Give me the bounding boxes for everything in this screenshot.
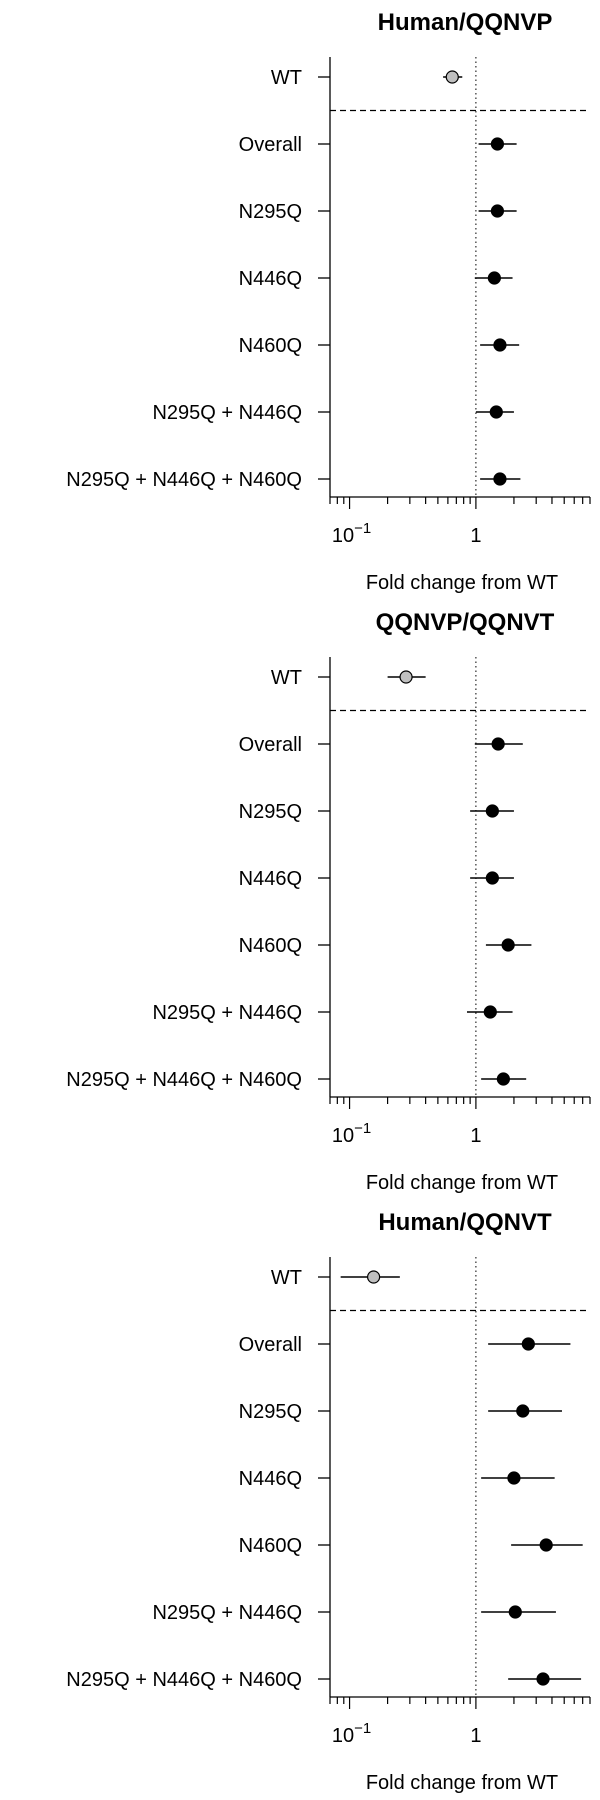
estimate-point [508,1605,522,1619]
panel-title: Human/QQNVP [378,9,553,36]
row-label: Overall [239,1334,302,1356]
estimate-point [521,1337,535,1351]
estimate-point [496,1072,510,1086]
x-axis-label: Fold change from WT [366,1772,558,1794]
row-label: N295Q [239,201,302,223]
row-label: N295Q + N446Q + N460Q [66,1069,302,1091]
estimate-point [536,1672,550,1686]
row-label: Overall [239,734,302,756]
row-label: N295Q [239,1401,302,1423]
estimate-point [485,804,499,818]
row-label: WT [271,667,302,689]
row-label: N295Q [239,801,302,823]
row-label: N295Q + N446Q [152,1002,302,1024]
row-label: N446Q [239,868,302,890]
estimate-point [501,938,515,952]
estimate-point [490,204,505,218]
wt-estimate-point [399,670,413,684]
estimate-point [487,271,501,285]
row-label: WT [271,1267,302,1289]
estimate-point [507,1471,521,1485]
row-label: N460Q [239,1535,302,1557]
row-label: N460Q [239,335,302,357]
row-label: N295Q + N446Q [152,1602,302,1624]
forest-panel-1: Human/QQNVP 10−1 1 Fold change from WT WT Ove… [66,9,591,594]
forest-panel-3: Human/QQNVT 10−1 1 Fold change from WT WT Ove… [66,1209,591,1794]
estimate-point [489,405,503,419]
x-tick-label: 10−1 [332,1120,371,1147]
row-label: Overall [239,134,302,156]
row-label: N446Q [239,1468,302,1490]
x-tick-label: 1 [470,525,481,547]
row-label: N295Q + N446Q [152,402,302,424]
row-label: WT [271,67,302,89]
estimate-point [493,338,507,352]
row-label: N295Q + N446Q + N460Q [66,1669,302,1691]
x-axis-label: Fold change from WT [366,572,558,594]
panel-title: QQNVP/QQNVT [376,609,555,636]
forest-panel-2: QQNVP/QQNVT 10−1 1 Fold change from WT WT Ove… [66,609,591,1194]
estimate-point [539,1538,553,1552]
x-tick-label: 1 [470,1125,481,1147]
row-label: N446Q [239,268,302,290]
row-label: N295Q + N446Q + N460Q [66,469,302,491]
row-label: N460Q [239,935,302,957]
estimate-point [485,871,499,885]
estimate-point [483,1005,497,1019]
x-tick-label: 1 [470,1725,481,1747]
x-tick-label: 10−1 [332,1720,371,1747]
estimate-point [490,137,505,151]
x-tick-label: 10−1 [332,520,371,547]
wt-estimate-point [367,1270,381,1284]
x-axis-label: Fold change from WT [366,1172,558,1194]
estimate-point [491,737,505,751]
panel-title: Human/QQNVT [378,1209,552,1236]
wt-estimate-point [445,70,459,84]
estimate-point [516,1404,530,1418]
estimate-point [493,472,507,486]
